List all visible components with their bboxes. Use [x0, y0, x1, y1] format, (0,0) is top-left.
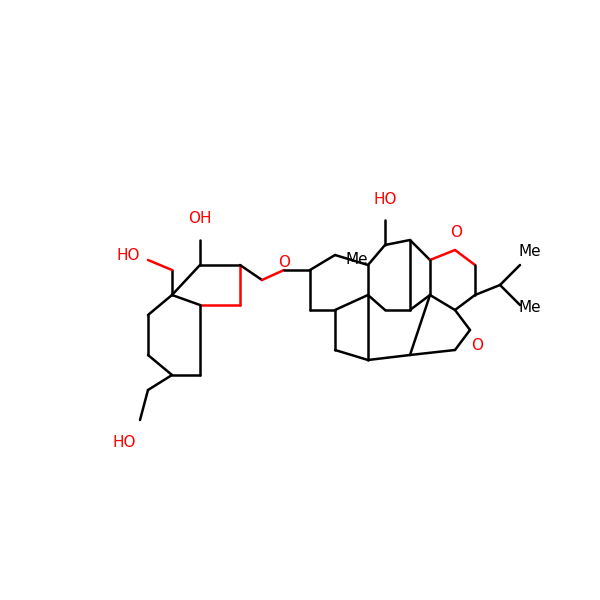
Text: HO: HO	[113, 435, 136, 450]
Text: Me: Me	[519, 301, 542, 316]
Text: O: O	[471, 337, 483, 352]
Text: Me: Me	[519, 245, 542, 259]
Text: O: O	[450, 225, 462, 240]
Text: HO: HO	[373, 192, 397, 207]
Text: OH: OH	[188, 211, 212, 226]
Text: HO: HO	[116, 247, 140, 263]
Text: O: O	[278, 255, 290, 270]
Text: Me: Me	[346, 253, 368, 268]
